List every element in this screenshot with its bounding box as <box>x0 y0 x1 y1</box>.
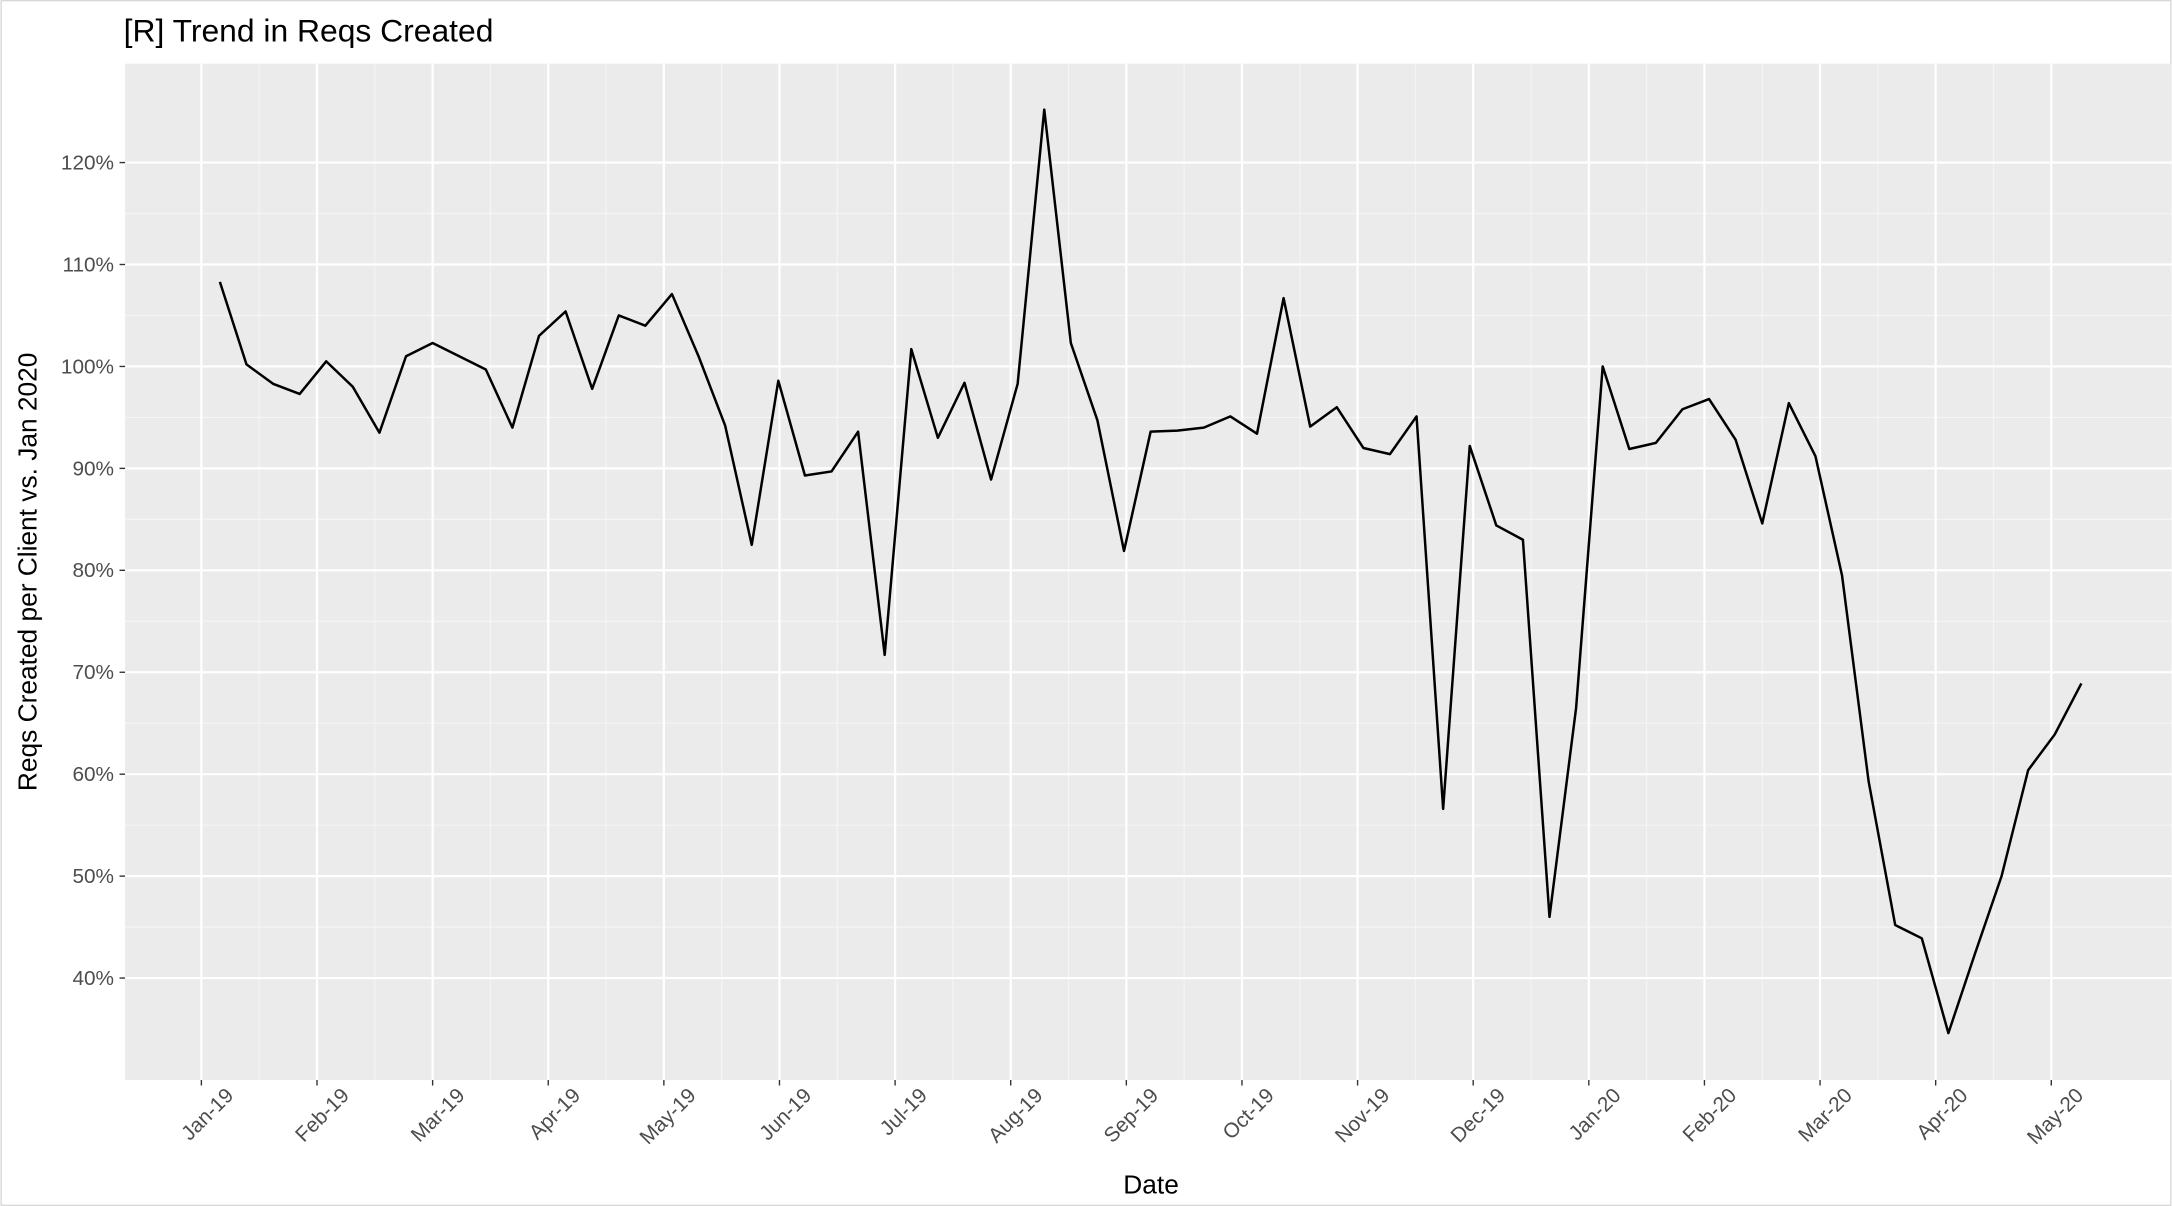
y-tick-label: 90% <box>72 457 114 480</box>
y-tick-label: 110% <box>62 253 114 276</box>
y-tick-label: 50% <box>72 865 114 888</box>
y-tick-label: 60% <box>72 763 114 786</box>
y-tick-label: 120% <box>61 151 114 174</box>
chart-title: [R] Trend in Reqs Created <box>124 13 494 49</box>
y-tick-label: 100% <box>61 355 114 378</box>
y-tick-label: 80% <box>72 559 114 582</box>
y-tick-label: 70% <box>72 661 114 684</box>
y-tick-label: 40% <box>72 967 114 990</box>
x-axis-title: Date <box>1123 1170 1179 1200</box>
panel <box>125 63 2172 1080</box>
data-line <box>218 108 2083 1035</box>
y-axis-title: Reqs Created per Client vs. Jan 2020 <box>12 353 42 792</box>
